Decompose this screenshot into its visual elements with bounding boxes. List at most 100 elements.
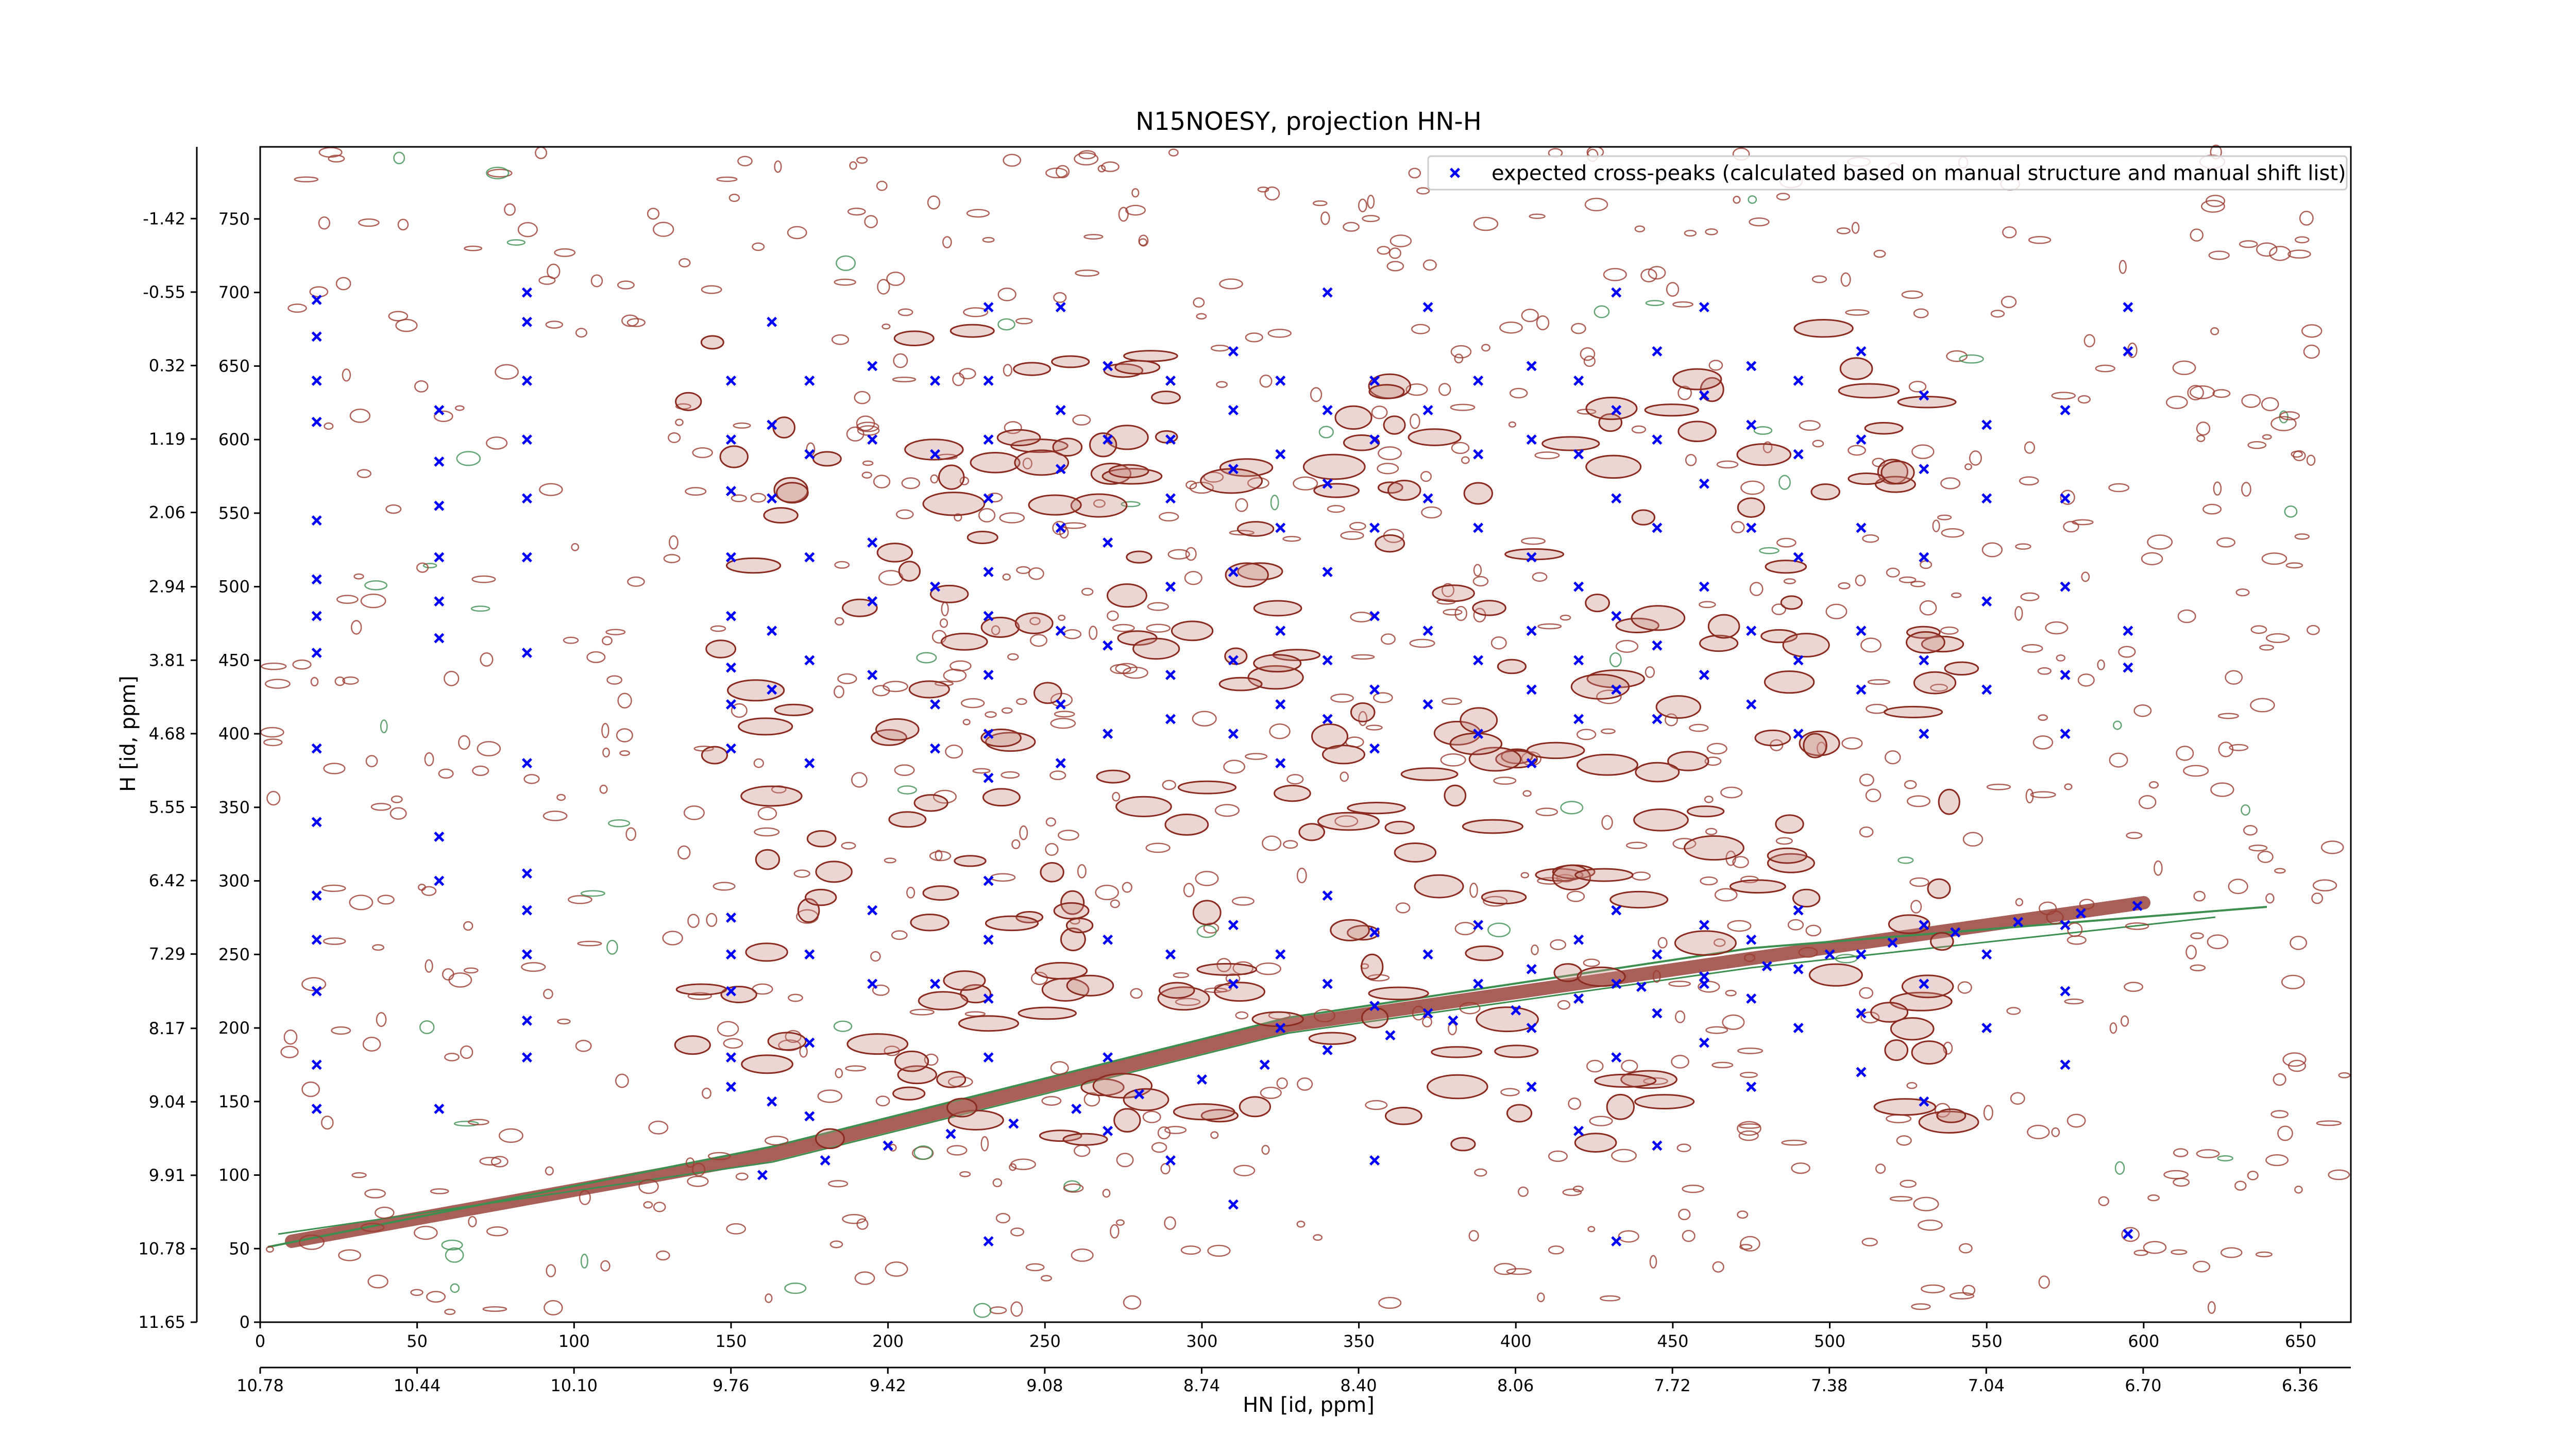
contour bbox=[1737, 1210, 1749, 1219]
cross-peak bbox=[983, 302, 994, 313]
contour bbox=[2154, 860, 2163, 876]
contour bbox=[1049, 770, 1066, 780]
contour bbox=[1131, 188, 1140, 198]
contour bbox=[941, 601, 949, 617]
contour bbox=[687, 914, 700, 928]
x2-tick-label: 10.44 bbox=[394, 1376, 441, 1395]
y-tick-label: 150 bbox=[218, 1092, 250, 1111]
contour bbox=[557, 1018, 571, 1025]
contour bbox=[1535, 807, 1558, 816]
cross-peak bbox=[434, 875, 445, 886]
contour-peak bbox=[1384, 820, 1415, 835]
cross-peak bbox=[1369, 743, 1380, 754]
contour bbox=[1986, 783, 2011, 790]
contour-peak bbox=[1870, 1002, 1909, 1023]
contour bbox=[2173, 1177, 2190, 1187]
contour-peak bbox=[1414, 874, 1464, 899]
contour bbox=[1957, 981, 1972, 994]
contour bbox=[942, 236, 952, 248]
contour bbox=[1875, 1163, 1886, 1174]
cross-peak bbox=[1369, 434, 1380, 445]
contour-peak bbox=[1838, 383, 1900, 399]
contour bbox=[834, 561, 850, 569]
contour bbox=[554, 248, 576, 257]
contour bbox=[1481, 344, 1490, 352]
contour bbox=[1184, 571, 1202, 585]
contour bbox=[2247, 441, 2267, 449]
contour bbox=[1913, 308, 1929, 318]
contour bbox=[2126, 832, 2143, 839]
x-tick-label: 450 bbox=[1657, 1331, 1688, 1351]
cross-peak bbox=[311, 331, 322, 342]
contour bbox=[1473, 216, 1499, 231]
contour bbox=[1255, 962, 1281, 975]
contour-peak bbox=[1368, 986, 1429, 1001]
contour-peak bbox=[1308, 1032, 1357, 1045]
contour bbox=[2187, 385, 2204, 400]
contour bbox=[1264, 186, 1280, 201]
contour bbox=[2274, 868, 2286, 874]
contour bbox=[365, 755, 378, 767]
contour-peak bbox=[1051, 355, 1090, 368]
contour bbox=[1983, 1105, 1993, 1121]
contour bbox=[426, 1291, 446, 1303]
contour-peak bbox=[1080, 1078, 1125, 1096]
contour bbox=[962, 719, 971, 726]
cross-peak bbox=[311, 817, 322, 828]
cross-peak bbox=[930, 743, 941, 754]
contour bbox=[1016, 566, 1031, 575]
contour bbox=[1377, 463, 1399, 475]
contour bbox=[301, 977, 327, 991]
contour bbox=[1083, 234, 1104, 240]
contour bbox=[1041, 1096, 1062, 1106]
contour bbox=[2028, 235, 2052, 244]
contour bbox=[2165, 395, 2188, 409]
contour bbox=[1192, 711, 1217, 727]
cross-peak bbox=[1856, 346, 1867, 357]
contour bbox=[930, 474, 939, 484]
y-tick-label: 450 bbox=[218, 650, 250, 670]
contour bbox=[265, 1246, 274, 1253]
contour bbox=[616, 728, 633, 743]
cross-peak bbox=[1652, 949, 1663, 960]
contour bbox=[1645, 300, 1665, 306]
cross-peak bbox=[1573, 934, 1584, 945]
cross-peak bbox=[930, 375, 941, 386]
cross-peak bbox=[1103, 537, 1113, 548]
cross-peak bbox=[1228, 729, 1239, 739]
contour bbox=[2265, 633, 2290, 643]
contour bbox=[1454, 922, 1476, 936]
contour-peak bbox=[871, 729, 907, 746]
contour bbox=[1164, 1216, 1176, 1230]
contour bbox=[1601, 815, 1613, 830]
contour bbox=[450, 1283, 460, 1293]
contour bbox=[875, 1095, 890, 1107]
cross-peak bbox=[521, 758, 532, 769]
cross-peak bbox=[1322, 478, 1333, 489]
contour bbox=[841, 841, 856, 850]
cross-peak bbox=[521, 434, 532, 445]
cross-peak bbox=[1422, 1008, 1433, 1019]
contour bbox=[538, 276, 556, 285]
contour bbox=[1130, 988, 1143, 999]
cross-peak bbox=[983, 611, 994, 621]
contour bbox=[1358, 711, 1368, 727]
y-tick-label: 350 bbox=[218, 798, 250, 817]
contour bbox=[1584, 197, 1608, 212]
contour bbox=[1672, 301, 1693, 308]
contour-peak bbox=[980, 616, 1020, 638]
contour bbox=[1367, 194, 1375, 209]
contour bbox=[523, 774, 540, 784]
contour bbox=[1560, 801, 1584, 815]
contour-peak bbox=[1302, 453, 1366, 480]
contour bbox=[517, 222, 538, 238]
contour bbox=[884, 857, 896, 864]
contour bbox=[1583, 355, 1596, 367]
cross-peak bbox=[1473, 920, 1484, 931]
cross-peak bbox=[1981, 419, 1992, 430]
y-tick-label: 700 bbox=[218, 283, 250, 302]
contour bbox=[388, 311, 409, 322]
contour bbox=[464, 245, 483, 251]
contour bbox=[959, 1171, 971, 1177]
cross-peak bbox=[311, 986, 322, 997]
